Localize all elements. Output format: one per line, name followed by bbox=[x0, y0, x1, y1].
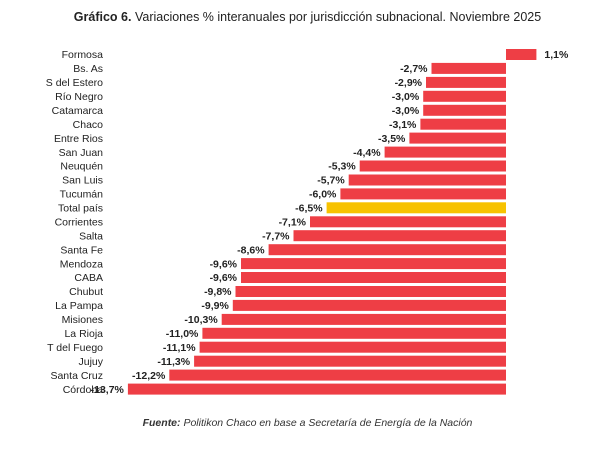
value-label-bs-as: -2,7% bbox=[400, 63, 428, 75]
bar-formosa bbox=[506, 49, 537, 60]
category-label-la-pampa: La Pampa bbox=[55, 300, 103, 312]
bar-chaco bbox=[420, 118, 506, 130]
bar-chubut bbox=[235, 286, 506, 297]
category-label-chaco: Chaco bbox=[73, 119, 104, 131]
value-label-cordoba: -13,7% bbox=[91, 384, 125, 396]
value-label-chaco: -3,1% bbox=[389, 119, 417, 131]
category-label-cordoba: Córdoba bbox=[63, 384, 103, 396]
category-label-chubut: Chubut bbox=[69, 286, 103, 298]
value-label-san-juan: -4,4% bbox=[353, 147, 381, 159]
value-label-chubut: -9,8% bbox=[204, 286, 232, 298]
bar-total-pais bbox=[326, 202, 506, 214]
category-label-san-luis: San Luis bbox=[62, 175, 103, 187]
category-label-s-del-estero: S del Estero bbox=[46, 77, 103, 89]
bar-entre-rios bbox=[409, 132, 506, 144]
category-label-catamarca: Catamarca bbox=[52, 105, 104, 117]
category-label-salta: Salta bbox=[79, 230, 103, 242]
bar-jujuy bbox=[194, 355, 506, 367]
value-label-mendoza: -9,6% bbox=[210, 258, 238, 270]
category-label-mendoza: Mendoza bbox=[60, 258, 103, 270]
bar-catamarca bbox=[423, 104, 506, 116]
category-label-la-rioja: La Rioja bbox=[64, 328, 103, 340]
value-label-jujuy: -11,3% bbox=[157, 356, 190, 368]
value-label-salta: -7,7% bbox=[262, 230, 290, 242]
bar-santa-cruz bbox=[169, 369, 507, 381]
bar-s-del-estero bbox=[426, 76, 506, 88]
bar-neuquen bbox=[359, 160, 506, 172]
source-note: Fuente: Politikon Chaco en base a Secret… bbox=[0, 417, 615, 429]
value-label-la-rioja: -11,0% bbox=[166, 328, 199, 340]
value-label-s-del-estero: -2,9% bbox=[395, 77, 423, 89]
bars-layer bbox=[127, 49, 537, 395]
chart-title-text: Variaciones % interanuales por jurisdicc… bbox=[134, 10, 542, 24]
chart-title-prefix: Gráfico 6. bbox=[73, 10, 132, 24]
category-label-misiones: Misiones bbox=[62, 314, 103, 326]
category-label-total-pais: Total país bbox=[58, 203, 103, 215]
bar-mendoza bbox=[241, 258, 506, 270]
value-label-caba: -9,6% bbox=[210, 272, 238, 284]
source-text: Politikon Chaco en base a Secretaría de … bbox=[183, 417, 473, 429]
value-label-catamarca: -3,0% bbox=[392, 105, 420, 117]
bar-la-pampa bbox=[232, 299, 507, 311]
source-prefix: Fuente: bbox=[142, 417, 181, 429]
category-label-neuquen: Neuquén bbox=[60, 161, 103, 173]
value-label-t-del-fuego: -11,1% bbox=[163, 342, 196, 354]
category-label-bs-as: Bs. As bbox=[73, 63, 103, 75]
bar-corrientes bbox=[310, 216, 506, 228]
value-label-la-pampa: -9,9% bbox=[201, 300, 229, 312]
value-label-tucuman: -6,0% bbox=[309, 189, 337, 201]
bar-t-del-fuego bbox=[199, 341, 506, 353]
value-label-total-pais: -6,5% bbox=[295, 203, 323, 215]
chart-title: Gráfico 6. Variaciones % interanuales po… bbox=[0, 10, 615, 24]
category-label-formosa: Formosa bbox=[62, 49, 104, 61]
category-label-caba: CABA bbox=[74, 272, 103, 284]
category-label-jujuy: Jujuy bbox=[78, 356, 103, 368]
value-label-entre-rios: -3,5% bbox=[378, 133, 406, 145]
value-label-corrientes: -7,1% bbox=[279, 217, 307, 229]
category-label-san-juan: San Juan bbox=[59, 147, 104, 159]
category-label-tucuman: Tucumán bbox=[60, 189, 104, 201]
bar-caba bbox=[241, 272, 506, 283]
bar-salta bbox=[293, 230, 506, 242]
labels-layer: Formosa 1,1% Bs. As -2,7% S del Estero -2,9% R… bbox=[46, 49, 569, 396]
category-label-santa-fe: Santa Fe bbox=[60, 244, 103, 256]
bar-rio-negro bbox=[423, 90, 506, 102]
bar-la-rioja bbox=[202, 327, 506, 339]
value-label-neuquen: -5,3% bbox=[328, 161, 356, 173]
value-label-santa-fe: -8,6% bbox=[237, 244, 265, 256]
value-label-formosa: 1,1% bbox=[544, 49, 569, 61]
value-label-santa-cruz: -12,2% bbox=[132, 370, 166, 382]
bar-tucuman bbox=[340, 188, 506, 200]
category-label-rio-negro: Río Negro bbox=[55, 91, 103, 103]
bar-san-juan bbox=[384, 146, 506, 158]
category-label-entre-rios: Entre Rios bbox=[54, 133, 103, 145]
bar-santa-fe bbox=[268, 244, 506, 256]
category-label-corrientes: Corrientes bbox=[55, 217, 103, 229]
category-label-t-del-fuego: T del Fuego bbox=[47, 342, 103, 354]
bar-bs-as bbox=[431, 62, 506, 74]
bar-san-luis bbox=[348, 174, 506, 186]
value-label-san-luis: -5,7% bbox=[317, 175, 345, 187]
value-label-rio-negro: -3,0% bbox=[392, 91, 420, 103]
bar-misiones bbox=[221, 313, 506, 325]
bar-cordoba bbox=[127, 383, 507, 395]
value-label-misiones: -10,3% bbox=[184, 314, 218, 326]
category-label-santa-cruz: Santa Cruz bbox=[50, 370, 103, 382]
